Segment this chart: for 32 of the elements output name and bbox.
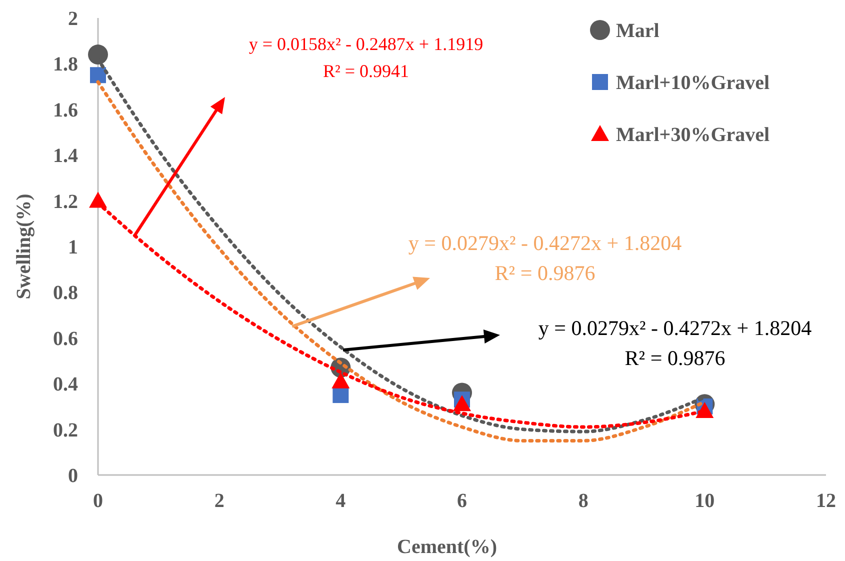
y-tick-label: 0.6 <box>53 328 78 350</box>
y-tick-label: 1.2 <box>53 190 78 213</box>
x-axis-title: Cement(%) <box>397 536 497 558</box>
y-tick-label: 0.2 <box>53 419 78 442</box>
y-tick-label: 1.8 <box>53 54 78 76</box>
annotation: y = 0.0158x² - 0.2487x + 1.1919 R² = 0.9941 <box>248 34 484 81</box>
x-tick-label: 0 <box>93 490 103 512</box>
point <box>696 402 714 418</box>
legend-label: Marl <box>616 20 660 42</box>
x-tick-label: 6 <box>457 490 467 512</box>
x-tick-label: 12 <box>816 490 836 512</box>
point <box>453 395 471 412</box>
x-tick-label: 4 <box>336 490 346 512</box>
point <box>88 44 108 65</box>
y-axis-title: Swelling(%) <box>13 194 35 300</box>
y-tick-label: 1 <box>68 236 78 258</box>
point <box>332 372 350 388</box>
y-tick-label: 1.6 <box>53 99 78 122</box>
y-tick-label: 2 <box>68 8 78 30</box>
y-tick-label: 0 <box>68 465 78 487</box>
x-tick-label: 10 <box>694 490 715 512</box>
y-tick-label: 0.8 <box>53 282 78 304</box>
y-tick-label: 0.4 <box>53 374 78 396</box>
legend-label: Marl+10%Gravel <box>616 72 770 94</box>
legend-label: Marl+30%Gravel <box>616 124 770 146</box>
point <box>90 67 106 84</box>
point <box>332 387 349 404</box>
x-tick-label: 8 <box>578 490 588 512</box>
annotation: y = 0.0279x² - 0.4272x + 1.8204 R² = 0.9876 <box>408 231 682 285</box>
annotation: y = 0.0279x² - 0.4272x + 1.8204 R² = 0.9876 <box>538 316 812 370</box>
x-tick-label: 2 <box>214 490 224 512</box>
y-tick-label: 1.4 <box>53 145 78 168</box>
